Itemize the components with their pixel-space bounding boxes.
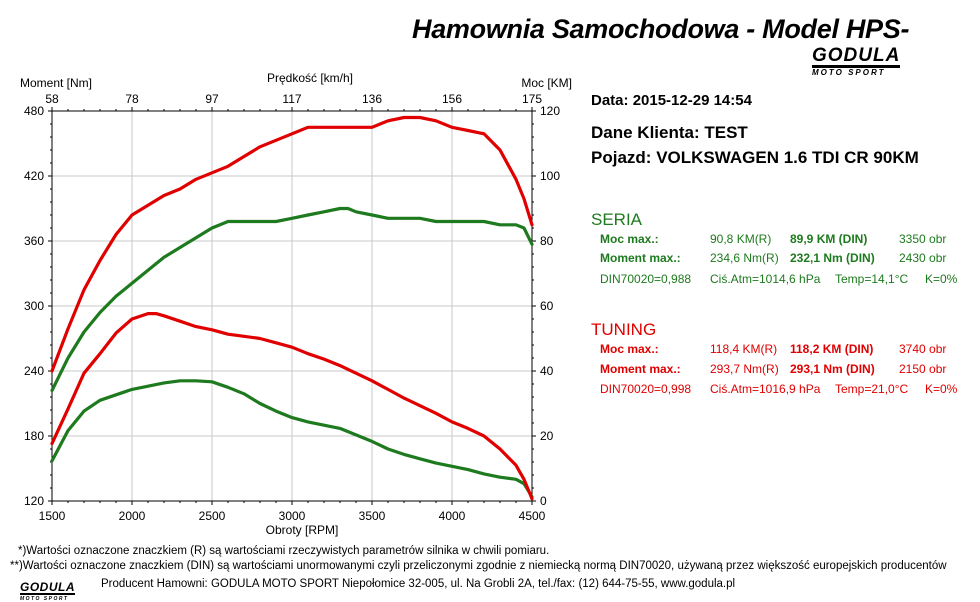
- logo-sub-text: MOTO SPORT: [812, 68, 886, 77]
- x-top-tick-label: 117: [282, 92, 301, 106]
- tuning-torque-label: Moment max.:: [600, 362, 681, 376]
- tuning-heading: TUNING: [591, 320, 657, 339]
- client-info: Dane Klienta: TEST: [591, 123, 748, 143]
- x-axis-label: Obroty [RPM]: [266, 523, 339, 537]
- chart-grid: [51, 110, 533, 502]
- tuning-k: K=0%: [925, 382, 958, 396]
- y-right-tick-label: 120: [540, 104, 560, 118]
- y-right-tick-label: 60: [540, 299, 554, 313]
- x-tick-label: 3500: [359, 509, 386, 523]
- manufacturer-footer: Producent Hamowni: GODULA MOTO SPORT Nie…: [101, 578, 736, 590]
- footnote-din: **)Wartości oznaczone znaczkiem (DIN) są…: [10, 560, 947, 572]
- tuning-power-rpm: 3740 obr: [899, 342, 947, 356]
- y-right-tick-label: 20: [540, 429, 554, 443]
- dyno-chart: 1500582000782500973000117350013640001564…: [20, 71, 572, 537]
- y-left-tick-label: 240: [24, 364, 44, 378]
- x-tick-label: 4000: [439, 509, 466, 523]
- y-left-tick-label: 420: [24, 169, 44, 183]
- x-top-tick-label: 156: [442, 92, 462, 106]
- y-right-tick-label: 100: [540, 169, 560, 183]
- x-top-tick-label: 78: [125, 92, 139, 106]
- tuning-torque-r: 293,7 Nm(R): [710, 362, 779, 376]
- measurement-date: Data: 2015-12-29 14:54: [591, 92, 752, 109]
- seria-torque-r: 234,6 Nm(R): [710, 251, 779, 265]
- curve-tuning-power: [50, 115, 534, 373]
- x-top-tick-label: 175: [522, 92, 542, 106]
- tuning-torque-rpm: 2150 obr: [899, 362, 947, 376]
- y-right-axis-label: Moc [KM]: [521, 76, 572, 90]
- curve-tuning-torque: [50, 312, 534, 501]
- y-right-tick-label: 0: [540, 494, 547, 508]
- seria-power-r: 90,8 KM(R): [710, 232, 772, 246]
- page-title: Hamownia Samochodowa - Model HPS-: [412, 14, 910, 44]
- tuning-temp: Temp=21,0°C: [835, 382, 909, 396]
- tuning-din-factor: DIN70020=0,998: [600, 382, 692, 396]
- tuning-atm: Ciś.Atm=1016,9 hPa: [710, 382, 821, 396]
- curve-seria-power: [50, 206, 534, 393]
- seria-torque-din: 232,1 Nm (DIN): [790, 251, 875, 265]
- seria-power-rpm: 3350 obr: [899, 232, 947, 246]
- chart-axes: 1500582000782500973000117350013640001564…: [24, 92, 560, 523]
- vehicle-label: Pojazd:: [591, 148, 652, 167]
- y-left-tick-label: 180: [24, 429, 44, 443]
- y-left-tick-label: 360: [24, 234, 44, 248]
- y-left-axis-label: Moment [Nm]: [20, 76, 92, 90]
- seria-k: K=0%: [925, 272, 958, 286]
- y-left-tick-label: 300: [24, 299, 44, 313]
- seria-torque-rpm: 2430 obr: [899, 251, 947, 265]
- seria-atm: Ciś.Atm=1014,6 hPa: [710, 272, 821, 286]
- logo-main-text: GODULA: [812, 45, 901, 68]
- date-label: Data:: [591, 92, 629, 109]
- godula-logo-small: GODULA MOTO SPORT: [20, 578, 96, 602]
- x-tick-label: 2500: [199, 509, 226, 523]
- y-right-tick-label: 40: [540, 364, 554, 378]
- seria-power-label: Moc max.:: [600, 232, 659, 246]
- vehicle-info: Pojazd: VOLKSWAGEN 1.6 TDI CR 90KM: [591, 148, 919, 168]
- footnote-r: *)Wartości oznaczone znaczkiem (R) są wa…: [18, 545, 550, 557]
- client-value: TEST: [704, 123, 748, 142]
- tuning-torque-din: 293,1 Nm (DIN): [790, 362, 875, 376]
- vehicle-value: VOLKSWAGEN 1.6 TDI CR 90KM: [656, 148, 919, 167]
- x-top-tick-label: 58: [45, 92, 59, 106]
- curve-seria-torque: [50, 379, 534, 499]
- x-tick-label: 3000: [279, 509, 306, 523]
- tuning-power-r: 118,4 KM(R): [710, 342, 778, 356]
- seria-torque-label: Moment max.:: [600, 251, 681, 265]
- x-top-axis-label: Prędkość [km/h]: [267, 71, 353, 85]
- godula-logo: GODULA MOTO SPORT: [812, 45, 930, 77]
- x-tick-label: 4500: [519, 509, 546, 523]
- chart-curves: [50, 115, 534, 501]
- seria-din-factor: DIN70020=0,988: [600, 272, 692, 286]
- seria-power-din: 89,9 KM (DIN): [790, 232, 868, 246]
- tuning-power-label: Moc max.:: [600, 342, 659, 356]
- tuning-power-din: 118,2 KM (DIN): [790, 342, 874, 356]
- y-left-tick-label: 480: [24, 104, 44, 118]
- logo-small-sub: MOTO SPORT: [20, 596, 69, 602]
- y-left-tick-label: 120: [24, 494, 44, 508]
- seria-temp: Temp=14,1°C: [835, 272, 909, 286]
- x-tick-label: 1500: [39, 509, 66, 523]
- client-label: Dane Klienta:: [591, 123, 700, 142]
- x-tick-label: 2000: [119, 509, 146, 523]
- logo-small-main: GODULA: [20, 580, 75, 595]
- date-value: 2015-12-29 14:54: [632, 92, 752, 109]
- seria-heading: SERIA: [591, 210, 643, 229]
- y-right-tick-label: 80: [540, 234, 554, 248]
- x-top-tick-label: 136: [362, 92, 382, 106]
- x-top-tick-label: 97: [205, 92, 219, 106]
